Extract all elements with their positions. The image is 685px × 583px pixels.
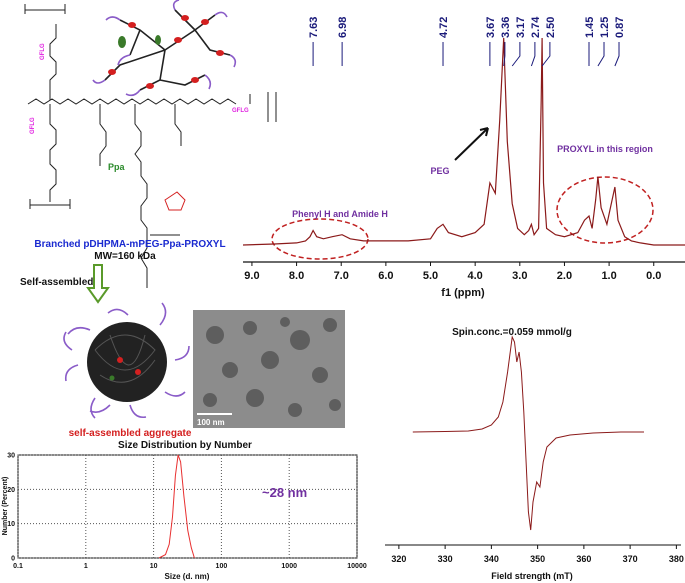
- x-tick-label: 0.1: [13, 563, 23, 570]
- molecular-weight: MW=160 kDa: [94, 251, 156, 262]
- x-tick-label: 0.0: [646, 270, 661, 282]
- x-tick-label: 10: [150, 563, 158, 570]
- x-tick-label: 1000: [281, 563, 297, 570]
- x-tick-label: 330: [438, 554, 453, 564]
- spectrum-line: [242, 37, 685, 246]
- gflg-label: GFLG: [40, 43, 46, 60]
- x-tick-label: 1: [84, 563, 88, 570]
- gflg-label: GFLG: [30, 117, 36, 134]
- x-tick-label: 2.0: [557, 270, 572, 282]
- assembly-arrow: [86, 264, 110, 304]
- peak-leader: [503, 42, 506, 67]
- peak-label: 2.50: [545, 17, 557, 38]
- peak-label: 6.98: [337, 17, 349, 38]
- epr-line: [412, 335, 644, 531]
- x-tick-label: 4.0: [468, 270, 483, 282]
- x-tick-label: 10000: [347, 563, 367, 570]
- polymer-cartoon: [92, 0, 237, 97]
- peak-label: 0.87: [614, 17, 626, 38]
- x-tick-label: 5.0: [423, 270, 438, 282]
- x-axis-label: Size (d. nm): [165, 572, 210, 581]
- peak-leader: [511, 42, 521, 67]
- x-tick-label: 360: [576, 554, 591, 564]
- annotation: Phenyl H and Amide H: [292, 209, 388, 219]
- peak-label: 3.36: [500, 17, 512, 38]
- annotation: PEG: [430, 166, 449, 176]
- annotation-arrow: [454, 127, 489, 161]
- chemical-structure: [24, 4, 277, 288]
- annotation: PROXYL in this region: [557, 144, 653, 154]
- peak-leader: [530, 42, 536, 67]
- x-tick-label: 100: [216, 563, 228, 570]
- peak-label: 1.45: [584, 17, 596, 38]
- tem-image: [193, 310, 345, 428]
- y-axis-label: Number (Percent): [2, 477, 9, 536]
- y-tick-label: 0: [11, 556, 15, 563]
- peak-label: 7.63: [308, 17, 320, 38]
- x-tick-label: 7.0: [334, 270, 349, 282]
- peak-leader: [614, 42, 620, 67]
- polymer-name: Branched pDHPMA-mPEG-Ppa-PROXYL: [34, 239, 225, 250]
- x-tick-label: 3.0: [512, 270, 527, 282]
- y-tick-label: 10: [7, 521, 15, 528]
- x-tick-label: 380: [669, 554, 684, 564]
- x-tick-label: 340: [484, 554, 499, 564]
- x-tick-label: 8.0: [289, 270, 304, 282]
- ppa-label: Ppa: [108, 162, 126, 172]
- annotation-ellipse: [271, 218, 369, 260]
- peak-label: 3.67: [485, 17, 497, 38]
- peak-label: 2.74: [530, 16, 542, 38]
- y-tick-label: 20: [7, 487, 15, 494]
- chart-title: Spin.conc.=0.059 mmol/g: [452, 327, 572, 338]
- x-axis-label: f1 (ppm): [441, 287, 485, 299]
- arrow-label: Self-assembled: [20, 277, 93, 288]
- x-tick-label: 370: [623, 554, 638, 564]
- x-tick-label: 320: [391, 554, 406, 564]
- peak-leader: [597, 42, 605, 67]
- peak-label: 3.17: [515, 17, 527, 38]
- y-tick-label: 30: [7, 453, 15, 460]
- peak-leader: [541, 42, 551, 67]
- x-axis-label: Field strength (mT): [491, 571, 573, 581]
- aggregate-cartoon: [63, 302, 190, 419]
- x-tick-label: 6.0: [378, 270, 393, 282]
- size-distribution-line: [158, 454, 195, 559]
- x-tick-label: 9.0: [244, 270, 259, 282]
- aggregate-label: self-assembled aggregate: [69, 428, 192, 439]
- scale-bar-label: 100 nm: [197, 418, 225, 427]
- peak-label: 4.72: [438, 17, 450, 38]
- x-tick-label: 350: [530, 554, 545, 564]
- annotation: ~28 nm: [262, 485, 307, 500]
- plot-frame: [17, 454, 358, 559]
- peak-label: 1.25: [599, 17, 611, 38]
- chart-title: Size Distribution by Number: [118, 440, 252, 451]
- gflg-label: GFLG: [232, 108, 249, 114]
- x-tick-label: 1.0: [601, 270, 616, 282]
- annotation-ellipse: [556, 176, 654, 244]
